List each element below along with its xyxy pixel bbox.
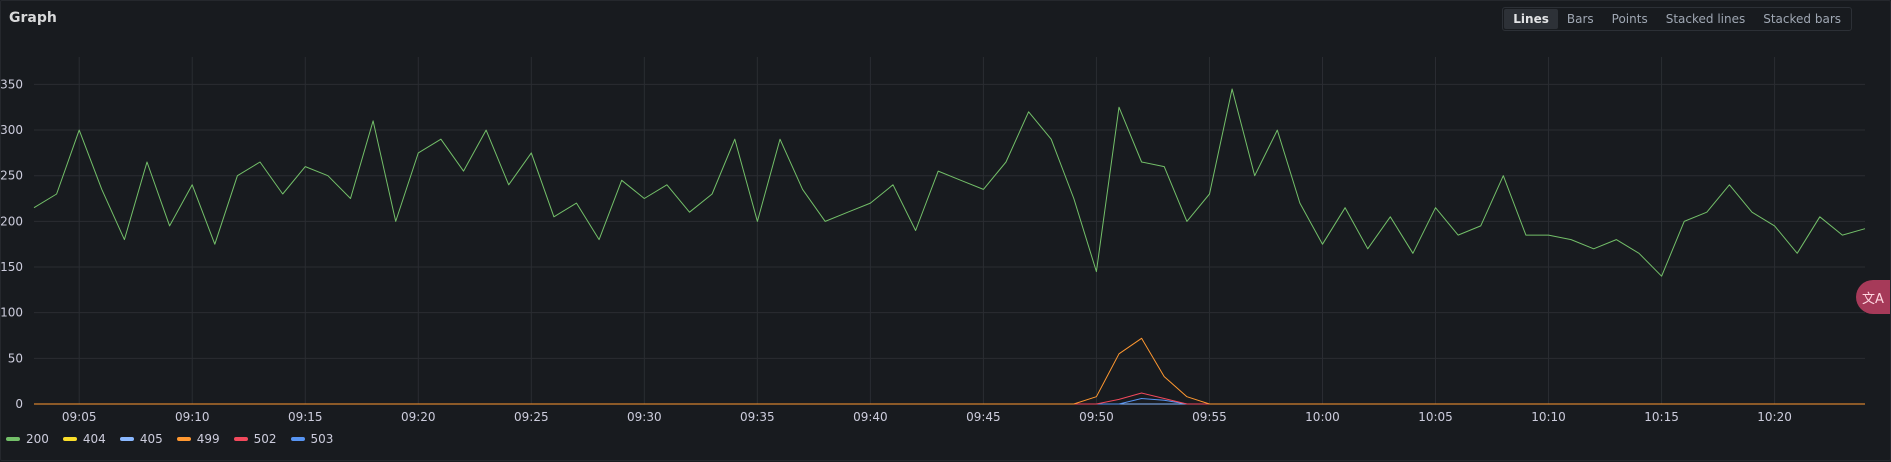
series-line-200 — [33, 88, 1866, 277]
legend-label: 503 — [310, 432, 334, 446]
series-line-503 — [34, 398, 1865, 405]
y-tick-label: 150 — [1, 260, 23, 274]
legend: 200 404 405 499 502 503 — [6, 432, 333, 446]
y-tick-label: 0 — [15, 397, 23, 411]
y-tick-label: 100 — [1, 306, 23, 320]
view-option-bars[interactable]: Bars — [1566, 12, 1594, 26]
legend-label: 502 — [253, 432, 277, 446]
x-tick-label: 09:25 — [514, 410, 549, 424]
translate-icon: 文A — [1862, 291, 1884, 307]
legend-swatch — [119, 437, 134, 441]
panel-title: Graph — [9, 10, 57, 26]
x-tick-label: 09:30 — [627, 410, 662, 424]
legend-item-502[interactable]: 502 — [233, 432, 277, 446]
translate-button[interactable]: 文A — [1856, 280, 1890, 314]
legend-label: 499 — [196, 432, 220, 446]
x-tick-label: 09:45 — [966, 410, 1001, 424]
x-tick-label: 09:05 — [62, 410, 97, 424]
x-tick-label: 09:35 — [740, 410, 775, 424]
y-tick-label: 300 — [1, 123, 23, 137]
x-tick-label: 09:10 — [175, 410, 210, 424]
x-tick-label: 09:50 — [1079, 410, 1114, 424]
view-option-stacked-bars[interactable]: Stacked bars — [1763, 12, 1841, 26]
x-tick-label: 09:20 — [401, 410, 436, 424]
x-tick-label: 10:05 — [1418, 410, 1453, 424]
legend-item-499[interactable]: 499 — [176, 432, 220, 446]
legend-item-503[interactable]: 503 — [290, 432, 334, 446]
y-tick-label: 350 — [1, 77, 23, 91]
x-tick-label: 09:55 — [1192, 410, 1227, 424]
x-tick-label: 09:15 — [288, 410, 323, 424]
legend-swatch — [233, 437, 248, 441]
view-option-points[interactable]: Points — [1611, 12, 1648, 26]
legend-label: 405 — [139, 432, 163, 446]
x-tick-label: 10:15 — [1644, 410, 1679, 424]
x-tick-label: 10:20 — [1757, 410, 1792, 424]
view-option-lines[interactable]: Lines — [1504, 9, 1558, 29]
x-tick-label: 10:10 — [1531, 410, 1566, 424]
legend-item-200[interactable]: 200 — [6, 432, 49, 446]
legend-item-405[interactable]: 405 — [119, 432, 163, 446]
legend-item-404[interactable]: 404 — [62, 432, 106, 446]
legend-swatch — [176, 437, 191, 441]
x-tick-label: 10:00 — [1305, 410, 1340, 424]
series-line-502 — [34, 392, 1865, 405]
y-tick-label: 50 — [8, 351, 23, 365]
legend-label: 200 — [26, 432, 49, 446]
x-tick-label: 09:40 — [853, 410, 888, 424]
legend-swatch — [290, 437, 305, 441]
legend-swatch — [62, 437, 77, 441]
legend-swatch — [6, 437, 20, 441]
series-line-499 — [34, 337, 1865, 405]
legend-label: 404 — [82, 432, 106, 446]
y-tick-label: 200 — [1, 214, 23, 228]
y-tick-label: 250 — [1, 169, 23, 183]
visualization-toggle: Lines Bars Points Stacked lines Stacked bars — [1502, 7, 1852, 31]
view-option-stacked-lines[interactable]: Stacked lines — [1665, 12, 1746, 26]
